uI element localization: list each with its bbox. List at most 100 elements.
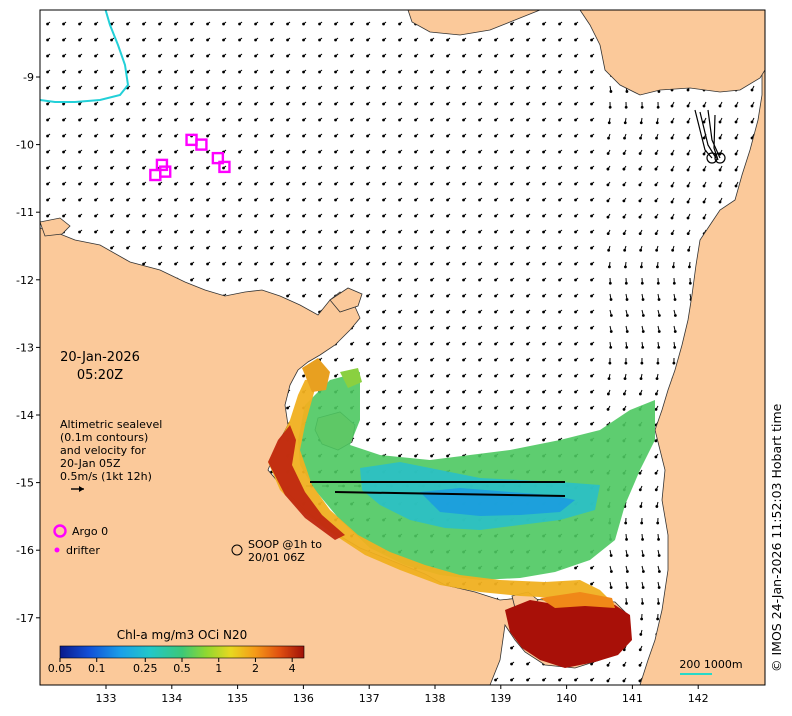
velocity-arrow	[414, 101, 419, 106]
velocity-arrow	[206, 85, 211, 90]
velocity-arrow	[206, 165, 211, 170]
velocity-arrow	[558, 405, 563, 410]
velocity-arrow	[94, 229, 99, 234]
velocity-arrow	[478, 133, 483, 138]
x-tick-label: 142	[688, 692, 709, 705]
velocity-arrow	[655, 501, 659, 508]
velocity-arrow	[478, 149, 483, 154]
velocity-arrow	[558, 53, 563, 58]
velocity-arrow	[671, 245, 675, 252]
velocity-arrow	[686, 165, 691, 172]
colorbar-tick-label: 2	[252, 662, 259, 675]
velocity-arrow	[574, 357, 579, 362]
velocity-arrow	[606, 181, 611, 187]
velocity-arrow	[366, 53, 371, 58]
velocity-arrow	[270, 261, 275, 266]
velocity-arrow	[222, 117, 227, 122]
velocity-arrow	[414, 53, 419, 58]
velocity-arrow	[78, 165, 83, 170]
velocity-arrow	[350, 53, 355, 58]
velocity-arrow	[254, 181, 259, 186]
velocity-arrow	[382, 309, 387, 314]
velocity-arrow	[110, 133, 115, 138]
velocity-arrow	[126, 229, 131, 234]
velocity-arrow	[318, 85, 323, 90]
velocity-arrow	[46, 53, 51, 58]
velocity-arrow	[206, 149, 211, 154]
velocity-arrow	[609, 581, 613, 589]
velocity-arrow	[190, 149, 195, 154]
velocity-arrow	[446, 453, 451, 458]
velocity-arrow	[238, 181, 243, 186]
velocity-arrow	[174, 133, 179, 138]
velocity-arrow	[609, 309, 613, 317]
velocity-arrow	[657, 341, 661, 349]
velocity-arrow	[478, 405, 483, 410]
velocity-arrow	[126, 165, 131, 170]
altimetry-legend: Altimetric sealevel (0.1m contours) and …	[60, 418, 162, 492]
velocity-arrow	[510, 421, 515, 426]
velocity-arrow	[318, 133, 323, 138]
drifter-track-3	[707, 109, 721, 159]
velocity-arrow	[286, 133, 291, 138]
colorbar-tick-label: 4	[289, 662, 296, 675]
y-tick-label: -10	[16, 139, 34, 152]
argo-float-marker	[159, 165, 172, 178]
velocity-arrow	[462, 149, 467, 154]
velocity-arrow	[558, 213, 563, 218]
velocity-arrow	[494, 197, 499, 202]
velocity-arrow	[734, 181, 739, 188]
velocity-arrow	[270, 85, 275, 90]
velocity-arrow	[270, 101, 275, 106]
velocity-arrow	[190, 245, 195, 250]
velocity-arrow	[526, 101, 531, 106]
altimetry-line-1: Altimetric sealevel	[60, 418, 162, 431]
velocity-arrow	[558, 165, 563, 170]
velocity-arrow	[478, 421, 483, 426]
velocity-arrow	[625, 581, 629, 589]
velocity-arrow	[657, 565, 661, 573]
velocity-arrow	[398, 325, 403, 330]
velocity-arrow	[494, 85, 499, 90]
velocity-arrow	[238, 245, 243, 250]
velocity-arrow	[462, 101, 467, 106]
velocity-arrow	[640, 101, 644, 109]
velocity-arrow	[446, 325, 451, 330]
velocity-arrow	[510, 277, 515, 282]
velocity-arrow	[542, 389, 547, 394]
velocity-arrow	[414, 85, 419, 90]
velocity-arrow	[607, 373, 611, 380]
velocity-arrow	[318, 261, 323, 266]
velocity-arrow	[254, 37, 259, 42]
velocity-arrow	[302, 181, 307, 186]
velocity-arrow	[624, 517, 628, 525]
velocity-arrow	[657, 533, 660, 541]
velocity-arrow	[238, 133, 243, 138]
velocity-arrow	[590, 373, 595, 378]
velocity-arrow	[206, 117, 211, 122]
velocity-arrow	[318, 277, 323, 282]
velocity-arrow	[542, 245, 547, 250]
velocity-arrow	[606, 677, 611, 683]
velocity-arrow	[110, 213, 115, 218]
velocity-arrow	[382, 165, 387, 170]
velocity-arrow	[238, 277, 243, 282]
velocity-arrow	[558, 229, 563, 234]
soop-track-lower	[334, 491, 566, 497]
velocity-arrow	[206, 261, 211, 266]
velocity-arrow	[638, 677, 643, 683]
velocity-arrow	[542, 357, 547, 362]
velocity-arrow	[623, 245, 627, 252]
velocity-arrow	[222, 21, 227, 26]
velocity-arrow	[590, 277, 595, 282]
chl-north-green-patch	[340, 368, 362, 388]
velocity-arrow	[670, 197, 675, 204]
velocity-arrow	[574, 101, 579, 106]
velocity-arrow	[430, 389, 435, 394]
land-cape-york	[639, 10, 765, 685]
velocity-arrow	[622, 197, 627, 203]
velocity-arrow	[46, 133, 51, 138]
velocity-arrow	[350, 133, 355, 138]
velocity-arrow	[542, 101, 547, 106]
velocity-arrow	[126, 245, 131, 250]
